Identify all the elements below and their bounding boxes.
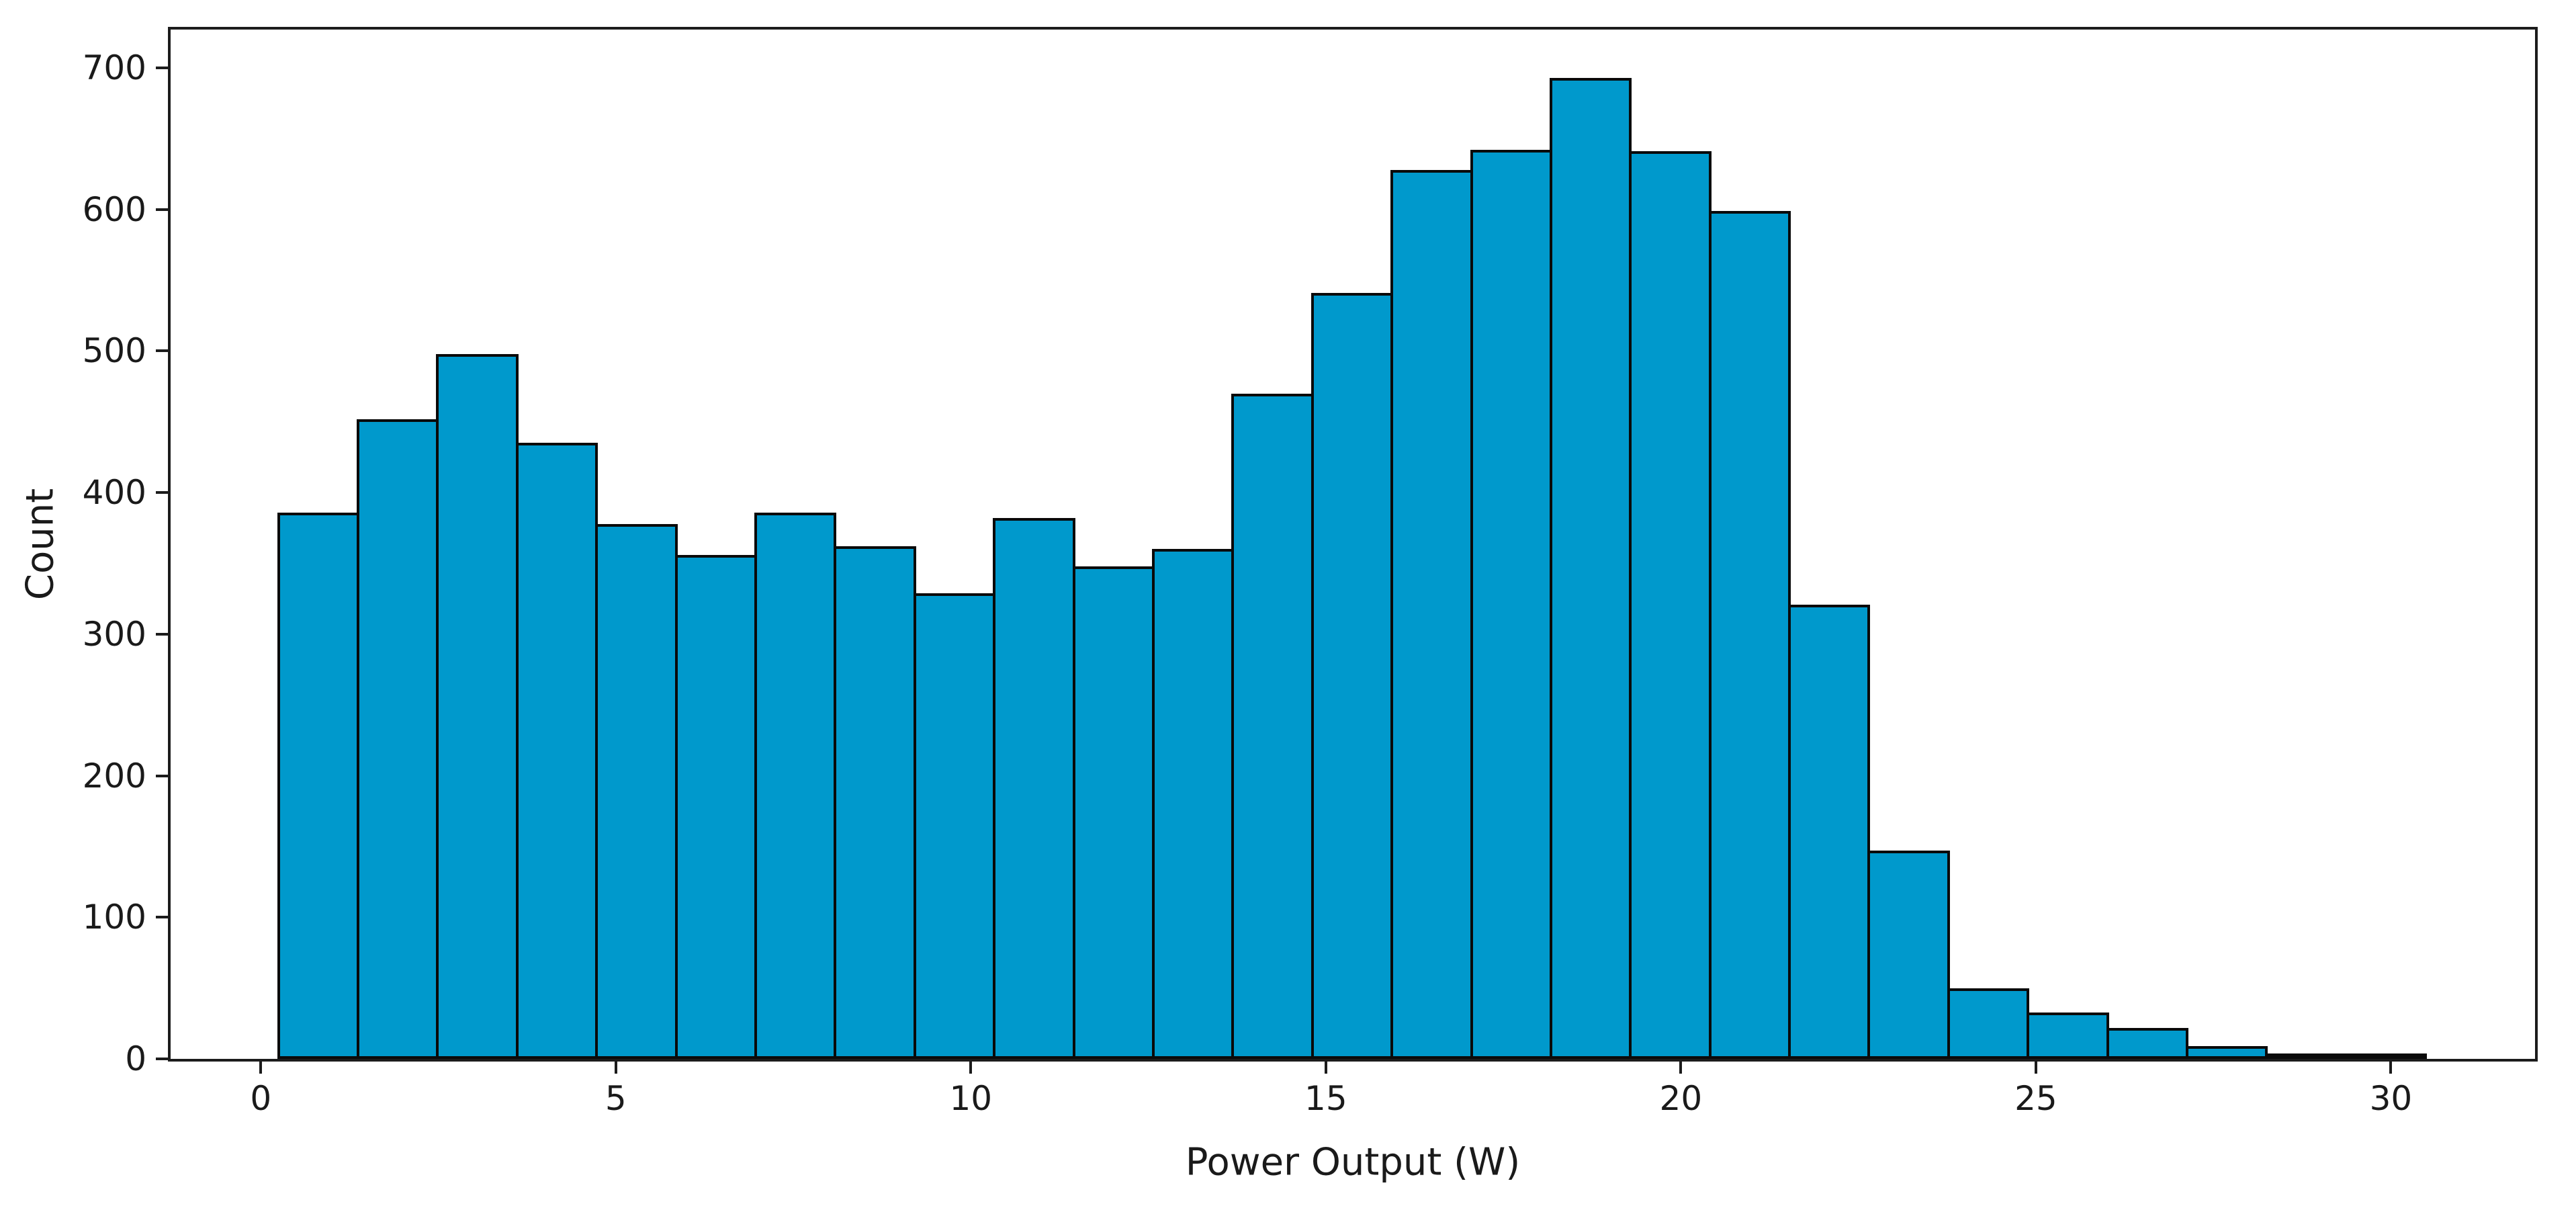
histogram-bar (1231, 393, 1314, 1059)
y-axis-tick (156, 491, 171, 494)
histogram-bar (1151, 549, 1235, 1059)
x-tick-label: 30 (2369, 1079, 2413, 1118)
y-axis-tick (156, 1058, 171, 1060)
histogram-bar (1867, 851, 1950, 1059)
x-axis-tick (969, 1059, 973, 1074)
x-tick-label: 15 (1304, 1079, 1347, 1118)
x-axis-tick (2389, 1059, 2393, 1074)
histogram-bar (515, 443, 598, 1059)
y-axis-tick (156, 208, 171, 211)
x-tick-label: 5 (605, 1079, 627, 1118)
histogram-bar (913, 593, 996, 1059)
y-tick-label: 400 (82, 473, 146, 513)
y-tick-label: 600 (82, 189, 146, 229)
histogram-bar (1470, 150, 1552, 1059)
y-tick-label: 100 (82, 898, 146, 937)
y-axis-tick (156, 632, 171, 636)
x-tick-label: 10 (949, 1079, 993, 1118)
x-axis-tick (1324, 1059, 1327, 1074)
y-tick-label: 0 (125, 1039, 146, 1078)
histogram-bar (674, 554, 757, 1059)
y-tick-label: 300 (82, 614, 146, 654)
histogram-bar (1072, 566, 1155, 1059)
histogram-bar (1390, 169, 1473, 1059)
y-axis-tick (156, 66, 171, 69)
y-tick-label: 700 (82, 48, 146, 87)
histogram-bar (834, 546, 916, 1059)
histogram-bar (2265, 1053, 2348, 1059)
histogram-bar (1947, 988, 2030, 1059)
plot-area: 0 5 10 15 20 25 30 0 100 200 300 400 500 600 700 (83, 27, 2538, 1115)
x-axis-tick (2034, 1059, 2037, 1074)
histogram-bar (436, 353, 519, 1059)
y-axis-tick (156, 349, 171, 353)
x-tick-label: 0 (250, 1079, 272, 1118)
histogram-bar (2106, 1027, 2189, 1059)
histogram-bar (1788, 604, 1871, 1059)
x-tick-label: 20 (1659, 1079, 1703, 1118)
y-axis-tick (156, 916, 171, 919)
histogram-bar (2344, 1053, 2428, 1059)
histogram-bar (277, 512, 360, 1059)
histogram-bar (2027, 1012, 2109, 1059)
histogram-bar (993, 518, 1075, 1059)
y-tick-label: 200 (82, 756, 146, 795)
histogram-bar (1311, 293, 1394, 1059)
histogram-bar (1549, 77, 1632, 1059)
y-axis-label: Count (18, 488, 62, 601)
histogram-bar (754, 512, 837, 1059)
histogram-bar (1708, 210, 1791, 1059)
y-tick-label: 500 (82, 331, 146, 371)
x-axis-tick (614, 1059, 617, 1074)
x-tick-label: 25 (2014, 1079, 2057, 1118)
x-axis-tick (1679, 1059, 1683, 1074)
histogram-bar (2186, 1046, 2268, 1059)
histogram-bar (357, 419, 439, 1059)
x-axis-tick (259, 1059, 263, 1074)
x-axis-label: Power Output (W) (1185, 1140, 1521, 1185)
histogram-bar (595, 523, 678, 1059)
histogram-bar (1629, 151, 1712, 1059)
y-axis-tick (156, 774, 171, 777)
